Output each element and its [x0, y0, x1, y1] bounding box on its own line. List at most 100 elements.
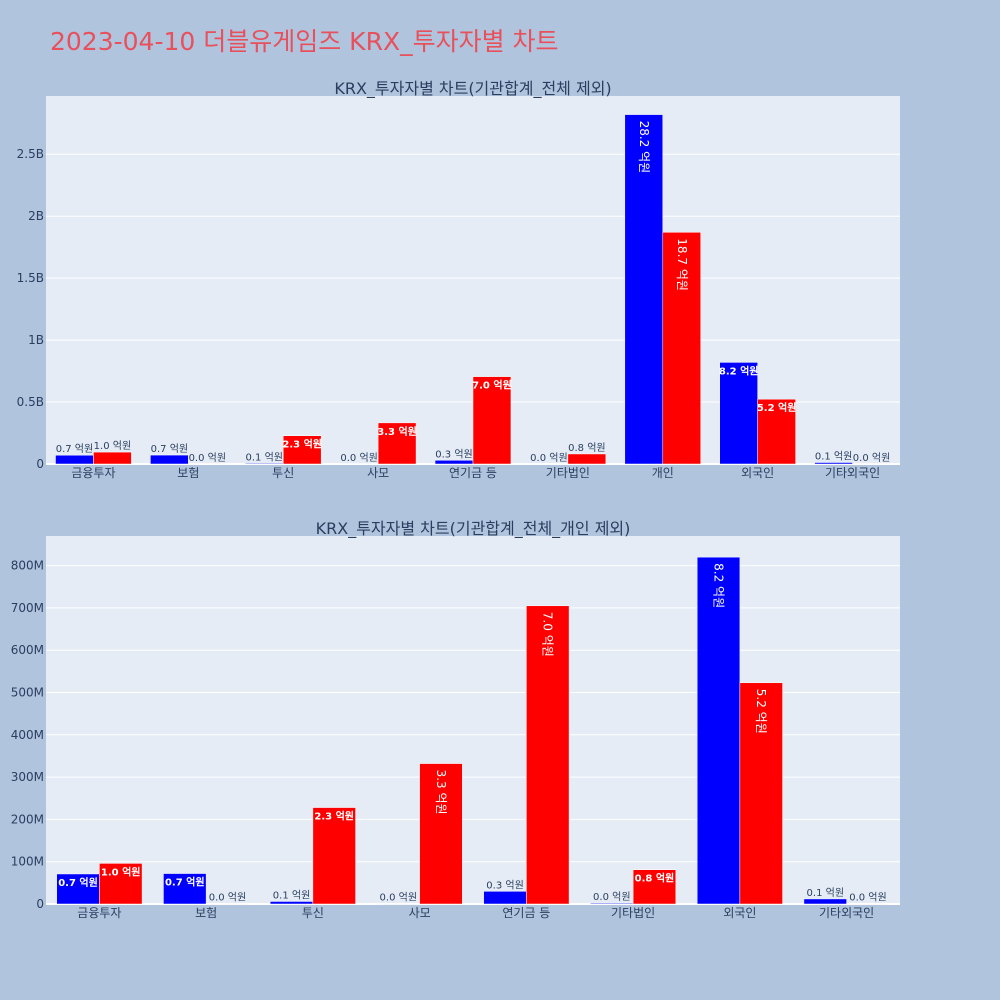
y-tick-label: 800M: [11, 559, 44, 573]
bar-value-label: 8.2 억원: [712, 563, 726, 608]
bar-value-label: 0.0 억원: [853, 452, 890, 464]
bar-value-label: 3.3 억원: [434, 770, 448, 815]
bar: [526, 605, 570, 905]
y-tick-label: 2.5B: [17, 147, 44, 161]
bar: [662, 232, 701, 465]
x-tick-label: 투신: [302, 906, 324, 920]
bar-value-label: 0.7 억원: [58, 876, 98, 889]
bar-value-label: 3.3 억원: [377, 425, 417, 438]
bar-value-label: 0.7 억원: [165, 876, 205, 889]
bar: [99, 863, 143, 905]
bar-value-label: 7.0 억원: [541, 612, 555, 657]
y-tick-label: 300M: [11, 770, 44, 784]
bar: [814, 462, 853, 465]
bar-value-label: 0.0 억원: [189, 452, 226, 464]
bar: [419, 763, 463, 905]
bar: [719, 362, 758, 465]
bar: [483, 891, 527, 905]
x-tick-label: 기타외국인: [825, 466, 880, 480]
bar-value-label: 18.7 억원: [675, 238, 689, 291]
bar: [852, 463, 891, 465]
x-tick-label: 기타법인: [546, 466, 590, 480]
bar: [269, 901, 314, 905]
chart-1: KRX_투자자별 차트(기관합계_전체 제외) 0 0.5B 1B 1.5B 2B 2.5B…: [17, 79, 900, 480]
bar: [376, 903, 420, 905]
bar-value-label: 0.7 억원: [151, 443, 188, 455]
bar-value-label: 28.2 억원: [637, 121, 651, 174]
bar: [93, 451, 132, 465]
x-tick-label: 보험: [195, 906, 217, 920]
x-tick-label: 사모: [409, 906, 431, 920]
bar-value-label: 0.0 억원: [209, 892, 246, 904]
y-tick-label: 200M: [11, 812, 44, 826]
x-tick-label: 보험: [177, 466, 199, 480]
y-tick-label: 400M: [11, 728, 44, 742]
bar: [377, 422, 417, 465]
y-tick-label: 100M: [11, 855, 44, 869]
y-tick-label: 0: [36, 897, 44, 911]
x-tick-label: 개인: [652, 466, 674, 480]
plot-area-1: KRX_투자자별 차트(기관합계_전체 제외) 0 0.5B 1B 1.5B 2B 2.5B…: [17, 79, 900, 480]
x-tick-label: 외국인: [723, 906, 756, 920]
bar: [312, 807, 356, 905]
bar-value-label: 0.1 억원: [273, 889, 310, 901]
bar: [590, 902, 634, 905]
bar: [757, 398, 796, 465]
bar-value-label: 0.1 억원: [815, 451, 852, 463]
plot-area-2: KRX_투자자별 차트(기관합계_전체_개인 제외) 0 100M 200M 300M 4…: [11, 519, 900, 920]
bar-value-label: 8.2 억원: [719, 364, 759, 377]
bar-value-label: 5.2 억원: [757, 401, 797, 414]
bar-value-label: 0.0 억원: [593, 891, 630, 903]
x-tick-label: 투신: [272, 466, 294, 480]
chart-title: KRX_투자자별 차트(기관합계_전체_개인 제외): [316, 519, 631, 539]
bar-value-label: 0.0 억원: [380, 892, 417, 904]
x-tick-label: 기타외국인: [819, 906, 874, 920]
bar: [205, 903, 250, 905]
x-tick-label: 외국인: [741, 466, 774, 480]
bar-value-label: 0.1 억원: [807, 887, 844, 899]
y-tick-label: 1B: [28, 333, 44, 347]
bar: [624, 114, 664, 465]
bar-value-label: 1.0 억원: [94, 440, 131, 452]
bar: [472, 376, 512, 465]
bar-value-label: 0.0 억원: [340, 452, 377, 464]
bar-value-label: 5.2 억원: [754, 689, 768, 734]
y-tick-label: 1.5B: [17, 271, 44, 285]
bar: [803, 898, 847, 905]
y-tick-label: 0.5B: [17, 395, 44, 409]
bar-value-label: 0.0 억원: [849, 892, 886, 904]
chart-title: KRX_투자자별 차트(기관합계_전체 제외): [334, 79, 611, 99]
y-tick-label: 700M: [11, 601, 44, 615]
x-tick-label: 사모: [367, 466, 389, 480]
bar-value-label: 7.0 억원: [472, 379, 512, 392]
y-tick-label: 600M: [11, 643, 44, 657]
bar: [846, 903, 890, 905]
bar: [739, 682, 783, 905]
bar-value-label: 0.1 억원: [246, 451, 283, 463]
x-tick-label: 금융투자: [71, 466, 115, 480]
bar-value-label: 2.3 억원: [314, 810, 354, 823]
x-tick-label: 연기금 등: [502, 906, 550, 920]
bar-value-label: 0.0 억원: [530, 452, 567, 464]
y-tick-label: 2B: [28, 209, 44, 223]
bar: [150, 454, 189, 465]
bar-value-label: 0.3 억원: [486, 879, 523, 891]
bar: [188, 463, 227, 465]
bar-value-label: 0.3 억원: [435, 448, 472, 460]
bar-value-label: 2.3 억원: [282, 438, 322, 451]
page-title: 2023-04-10 더블유게임즈 KRX_투자자별 차트: [50, 27, 559, 56]
bar-value-label: 0.7 억원: [56, 443, 93, 455]
x-tick-label: 기타법인: [611, 906, 655, 920]
bar: [696, 556, 741, 905]
x-tick-label: 연기금 등: [449, 466, 497, 480]
bar-value-label: 0.8 억원: [568, 442, 605, 454]
y-tick-label: 0: [36, 457, 44, 471]
y-tick-label: 500M: [11, 686, 44, 700]
bar-value-label: 0.8 억원: [635, 872, 675, 885]
x-tick-label: 금융투자: [77, 906, 121, 920]
bar: [163, 873, 207, 905]
bar: [282, 435, 322, 465]
bar: [567, 453, 607, 465]
bar: [632, 869, 677, 905]
